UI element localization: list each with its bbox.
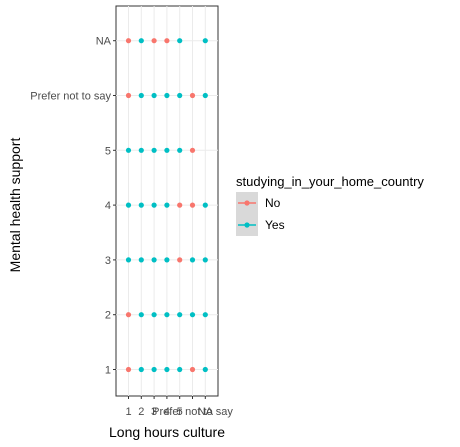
data-point-yes [164, 312, 170, 318]
data-point-yes [202, 92, 208, 99]
x-tick-label: Prefer not to say [152, 406, 233, 418]
data-point-yes [138, 366, 144, 373]
data-point-yes [177, 312, 183, 318]
data-point-yes [138, 147, 144, 153]
data-point-yes [177, 366, 183, 373]
legend-item-no: No [236, 192, 281, 214]
data-point-no [189, 147, 196, 153]
data-point-yes [138, 38, 144, 44]
data-point-yes [151, 257, 157, 263]
data-point-yes [164, 257, 170, 263]
legend-label: No [265, 196, 281, 210]
data-point-yes [125, 257, 132, 263]
legend-key-point [244, 200, 250, 206]
data-point-yes [138, 202, 144, 208]
data-point-no [189, 202, 196, 208]
y-tick-label: 3 [105, 255, 111, 267]
data-point-yes [151, 366, 157, 373]
x-tick-label: NA [198, 406, 214, 418]
data-point-no [125, 312, 132, 318]
data-point-yes [177, 92, 183, 99]
legend-items: No Yes [236, 192, 285, 236]
data-point-yes [202, 257, 208, 263]
legend-key-point [244, 222, 250, 228]
data-point-no [189, 92, 196, 99]
y-axis-title: Mental health support [7, 138, 23, 273]
legend: studying_in_your_home_country No Yes [236, 174, 424, 236]
legend-title: studying_in_your_home_country [236, 174, 424, 189]
data-point-yes [189, 312, 196, 318]
y-tick-label: Prefer not to say [30, 91, 111, 103]
data-point-yes [151, 202, 157, 208]
data-points [125, 38, 208, 373]
data-point-yes [151, 92, 157, 99]
data-point-yes [202, 366, 208, 373]
y-tick-label: 5 [105, 145, 111, 157]
x-tick-label: 2 [138, 406, 144, 418]
x-tick-label: 5 [177, 406, 183, 418]
data-point-yes [189, 257, 196, 263]
data-point-yes [125, 147, 132, 153]
data-point-yes [151, 312, 157, 318]
y-tick-label: 2 [105, 310, 111, 322]
y-tick-label: NA [96, 36, 112, 48]
data-point-no [164, 38, 170, 44]
y-tick-label: 1 [105, 365, 111, 377]
data-point-yes [138, 312, 144, 318]
data-point-yes [125, 202, 132, 208]
data-point-no [125, 92, 132, 99]
data-point-yes [138, 257, 144, 263]
legend-item-yes: Yes [236, 214, 285, 236]
data-point-no [177, 202, 183, 208]
y-tick-label: 4 [105, 200, 111, 212]
data-point-yes [177, 147, 183, 153]
data-point-no [189, 366, 196, 373]
x-tick-label: 1 [125, 406, 131, 418]
x-axis-title: Long hours culture [109, 424, 225, 440]
data-point-yes [151, 147, 157, 153]
data-point-yes [177, 38, 183, 44]
data-point-no [125, 366, 132, 373]
data-point-yes [138, 92, 144, 99]
data-point-no [177, 257, 183, 263]
legend-label: Yes [265, 218, 285, 232]
data-point-yes [202, 202, 208, 208]
data-point-yes [164, 366, 170, 373]
data-point-yes [202, 38, 208, 44]
data-point-yes [202, 312, 208, 318]
data-point-no [151, 38, 157, 44]
y-tick-labels: 1 2 3 4 5 Prefer not to say NA [30, 36, 116, 377]
x-tick-label: 4 [164, 406, 170, 418]
data-point-no [125, 38, 132, 44]
data-point-yes [164, 92, 170, 99]
data-point-yes [164, 147, 170, 153]
x-tick-label: 3 [151, 406, 157, 418]
data-point-yes [164, 202, 170, 208]
